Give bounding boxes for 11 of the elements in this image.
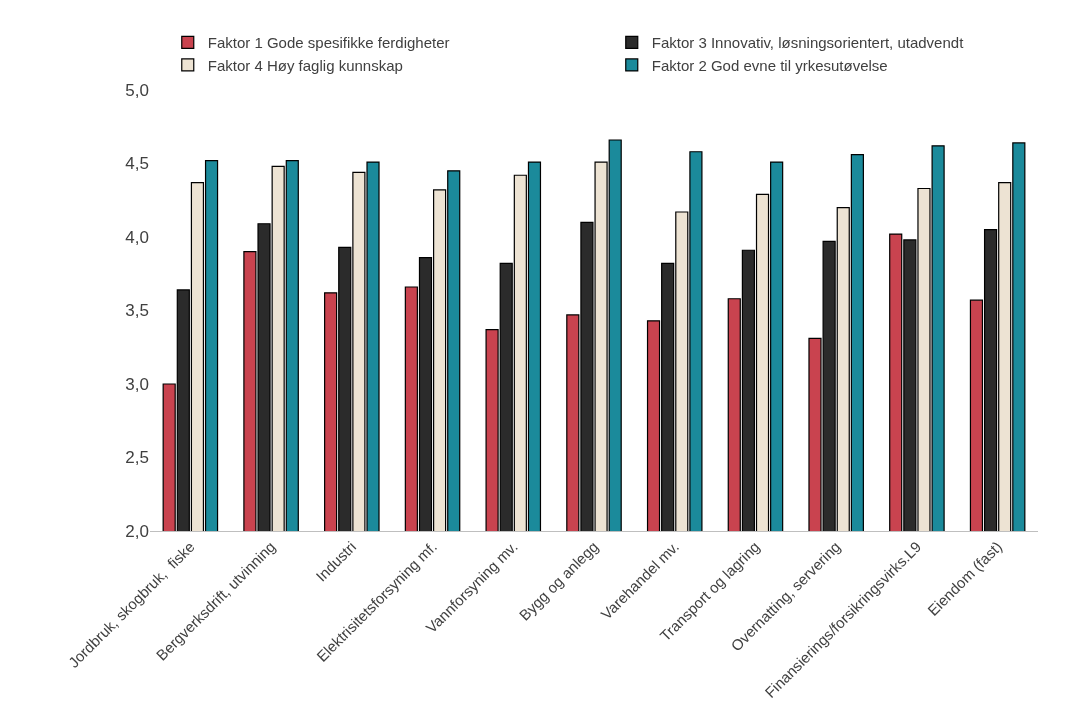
y-tick-label: 5,0 (125, 80, 149, 100)
legend-label: Faktor 3 Innovativ, løsningsorientert, utadvendt (651, 34, 965, 52)
y-tick-label: 3,5 (125, 301, 149, 321)
y-tick-label: 2,0 (125, 521, 149, 541)
legend-label: Faktor 2 God evne til yrkesutøvelse (651, 56, 888, 74)
legend-label: Faktor 1 Gode spesifikke ferdigheter (207, 34, 450, 52)
y-tick-label: 3,0 (125, 374, 149, 394)
y-tick-label: 4,5 (125, 154, 149, 174)
y-tick-label: 4,0 (125, 227, 149, 247)
legend-label: Faktor 4 Høy faglig kunnskap (207, 56, 403, 74)
y-tick-label: 2,5 (125, 448, 149, 468)
